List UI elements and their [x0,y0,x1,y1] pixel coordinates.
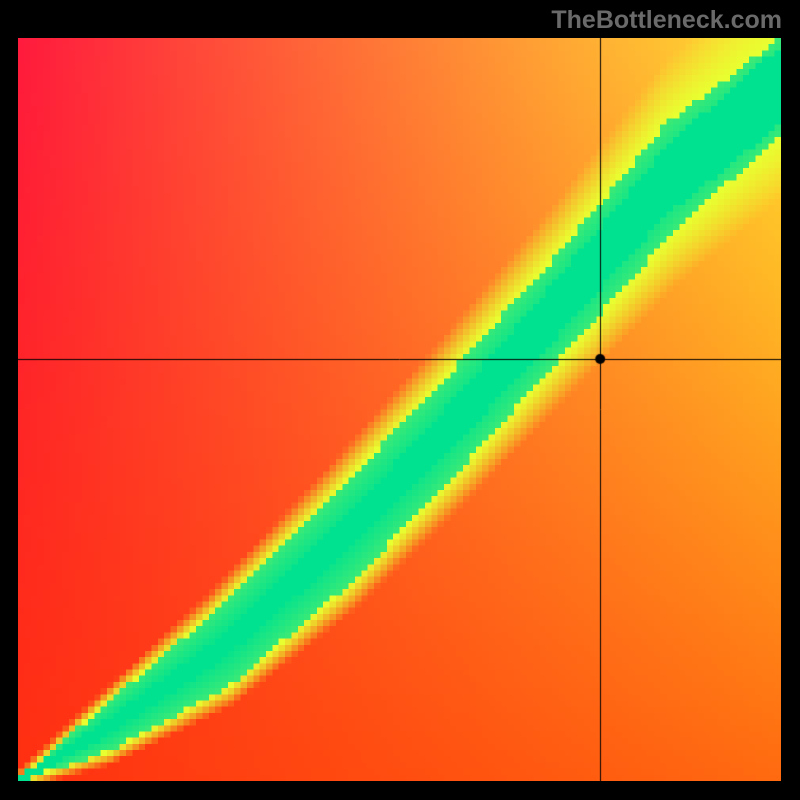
watermark-text: TheBottleneck.com [551,6,782,35]
heatmap-canvas [18,38,781,781]
chart-container: TheBottleneck.com [0,0,800,800]
